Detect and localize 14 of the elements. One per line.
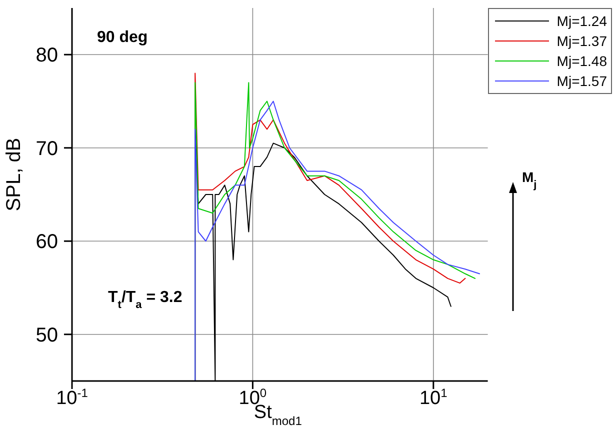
y-tick-label: 50 bbox=[36, 324, 58, 346]
y-tick-label: 70 bbox=[36, 138, 58, 160]
y-tick-label: 80 bbox=[36, 44, 58, 67]
x-tick-label: 10$^{-1}$ bbox=[56, 386, 88, 409]
legend-label: Mj=1.57 bbox=[556, 73, 607, 89]
legend-label: Mj=1.48 bbox=[556, 53, 607, 69]
legend-label: Mj=1.37 bbox=[556, 33, 607, 49]
annotation: 90 deg bbox=[97, 29, 148, 46]
legend-label: Mj=1.24 bbox=[556, 13, 607, 29]
x-tick-label: 10$^{1}$ bbox=[419, 386, 448, 409]
annotation: T$_{t}$/T$_{a}$ = 3.2 bbox=[108, 289, 182, 311]
y-axis-title: SPL, dB bbox=[3, 138, 25, 212]
y-tick-label: 60 bbox=[36, 231, 58, 254]
text: M$_{j}$ bbox=[522, 169, 537, 191]
